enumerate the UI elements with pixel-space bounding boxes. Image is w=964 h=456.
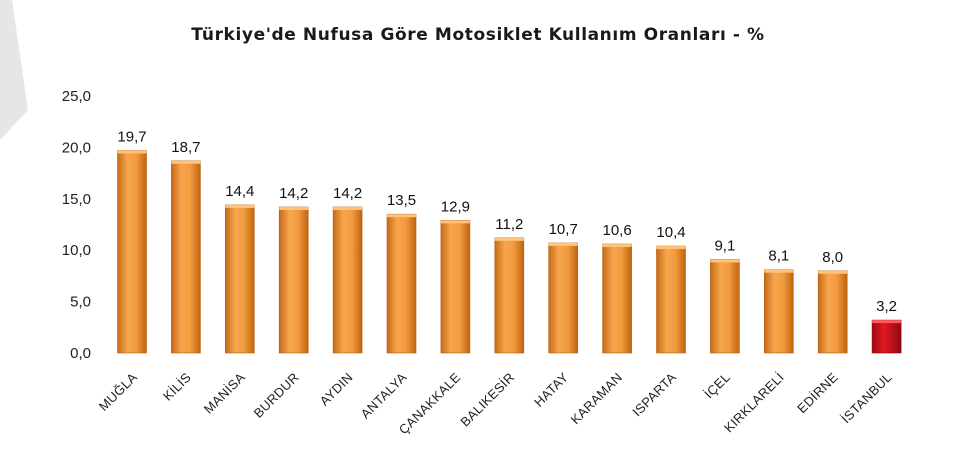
bar [171,160,201,354]
bar-top-highlight [818,270,848,274]
data-label: 8,1 [768,248,789,265]
y-tick-label: 20,0 [62,139,91,156]
data-label: 10,7 [549,221,578,238]
x-tick-label: AYDIN [317,370,356,409]
chart-title: Türkiye'de Nufusa Göre Motosiklet Kullan… [191,25,764,45]
bar-top-highlight [602,244,632,248]
x-tick-label: BURDUR [251,370,302,421]
y-tick-label: 10,0 [62,242,91,259]
bar [602,243,632,354]
bar-top-highlight [548,243,578,247]
data-label: 14,2 [333,185,362,202]
data-label: 11,2 [495,216,523,233]
bar [386,213,417,354]
bars [117,150,902,354]
bar [440,220,471,354]
y-tick-label: 25,0 [62,88,91,105]
bar [117,150,147,354]
x-tick-label: KİLİS [160,369,194,403]
bar-top-highlight [117,150,147,154]
x-tick-label: MANİSA [201,370,248,417]
x-tick-label: ANTALYA [358,369,410,421]
bar-top-highlight [225,204,255,208]
data-labels: 19,7 18,7 14,4 14,2 14,2 13,5 12,9 11,2 10,7 10,6… [117,128,897,315]
x-tick-label: ISPARTA [629,369,679,419]
bar-top-highlight [710,259,740,263]
bar [225,204,255,354]
decorative-shape [0,0,28,140]
y-tick-label: 0,0 [70,345,91,362]
bar [763,269,794,354]
y-tick-label: 15,0 [62,191,91,208]
data-label: 12,9 [441,198,470,215]
bar [278,206,309,354]
x-axis: MUĞLA KİLİS MANİSA BURDUR AYDIN ANTALYAÇANAKK… [96,369,895,437]
x-tick-label: İÇEL [701,370,733,402]
data-label: 13,5 [387,192,416,209]
data-label: 14,2 [279,185,308,202]
data-label: 10,4 [656,224,685,241]
bar [656,245,686,354]
y-axis: 0,0 5,0 10,0 15,0 20,0 25,0 [62,88,91,362]
bar-top-highlight [764,269,794,273]
bar-top-highlight [279,207,309,211]
data-label: 14,4 [225,183,254,200]
data-label: 10,6 [602,222,631,239]
data-label: 9,1 [714,237,735,254]
bar [494,237,525,354]
x-tick-label: EDİRNE [794,369,841,416]
y-tick-label: 5,0 [70,294,91,311]
bar [332,206,363,354]
bar-top-highlight [387,214,416,218]
data-label: 8,0 [822,249,843,266]
data-label: 18,7 [171,139,200,156]
bar [710,259,740,354]
bar [548,242,579,354]
bar-top-highlight [494,237,524,241]
bar-top-highlight [440,220,470,224]
x-tick-label: BALIKESİR [457,370,517,430]
x-tick-label: KARAMAN [568,370,626,428]
x-tick-label: MUĞLA [96,369,140,413]
data-label: 3,2 [876,298,897,315]
x-tick-label: HATAY [531,369,571,409]
bar-top-highlight [171,160,201,164]
bar [871,319,902,354]
data-label: 19,7 [117,128,146,145]
bar-top-highlight [656,246,686,250]
bar-top-highlight [872,320,902,324]
x-tick-label: İSTANBUL [838,370,895,427]
bar-top-highlight [333,207,363,211]
bar [817,270,848,354]
